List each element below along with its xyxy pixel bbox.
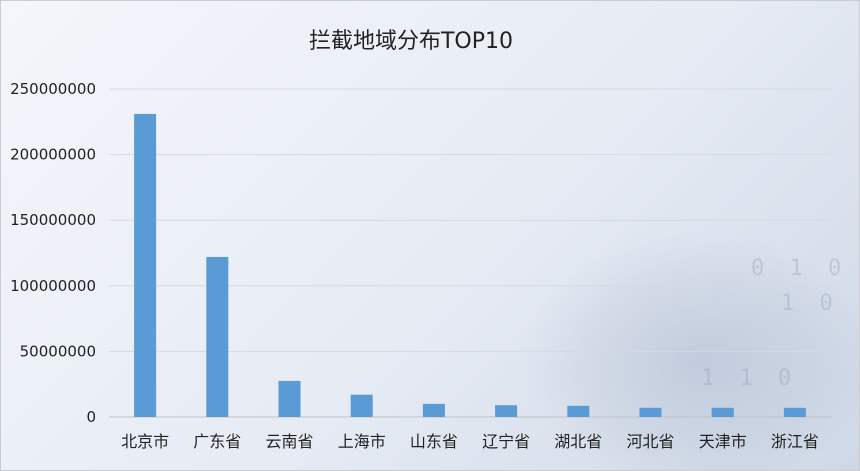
x-tick-label: 广东省	[193, 432, 241, 451]
y-tick-label: 200000000	[10, 146, 96, 164]
x-tick-label: 云南省	[265, 432, 313, 451]
binary-watermark: 1 1 0	[701, 366, 798, 391]
bar	[711, 407, 734, 417]
x-tick-label: 北京市	[121, 432, 169, 451]
bar	[567, 405, 590, 417]
binary-watermark: 1 0	[781, 291, 839, 316]
y-tick-label: 0	[86, 408, 96, 426]
y-tick-label: 250000000	[10, 80, 96, 98]
chart-title: 拦截地域分布TOP10	[308, 29, 514, 54]
y-tick-label: 100000000	[10, 277, 96, 295]
bar	[278, 380, 301, 417]
bar	[350, 394, 373, 417]
x-tick-label: 辽宁省	[482, 432, 530, 451]
binary-watermark: 0 1 0	[751, 256, 848, 281]
x-tick-label: 山东省	[410, 432, 458, 451]
x-tick-label: 浙江省	[771, 432, 819, 451]
lock-watermark-icon	[521, 231, 859, 470]
bar	[639, 407, 662, 417]
x-tick-label: 天津市	[699, 432, 747, 451]
bar	[206, 256, 229, 417]
x-tick-label: 河北省	[626, 432, 674, 451]
bar	[134, 113, 157, 417]
x-tick-label: 上海市	[338, 432, 386, 451]
bar	[495, 405, 518, 417]
y-tick-label: 150000000	[10, 211, 96, 229]
bar	[422, 403, 445, 417]
x-tick-label: 湖北省	[554, 432, 602, 451]
bar	[783, 407, 806, 417]
y-tick-label: 50000000	[20, 342, 96, 360]
